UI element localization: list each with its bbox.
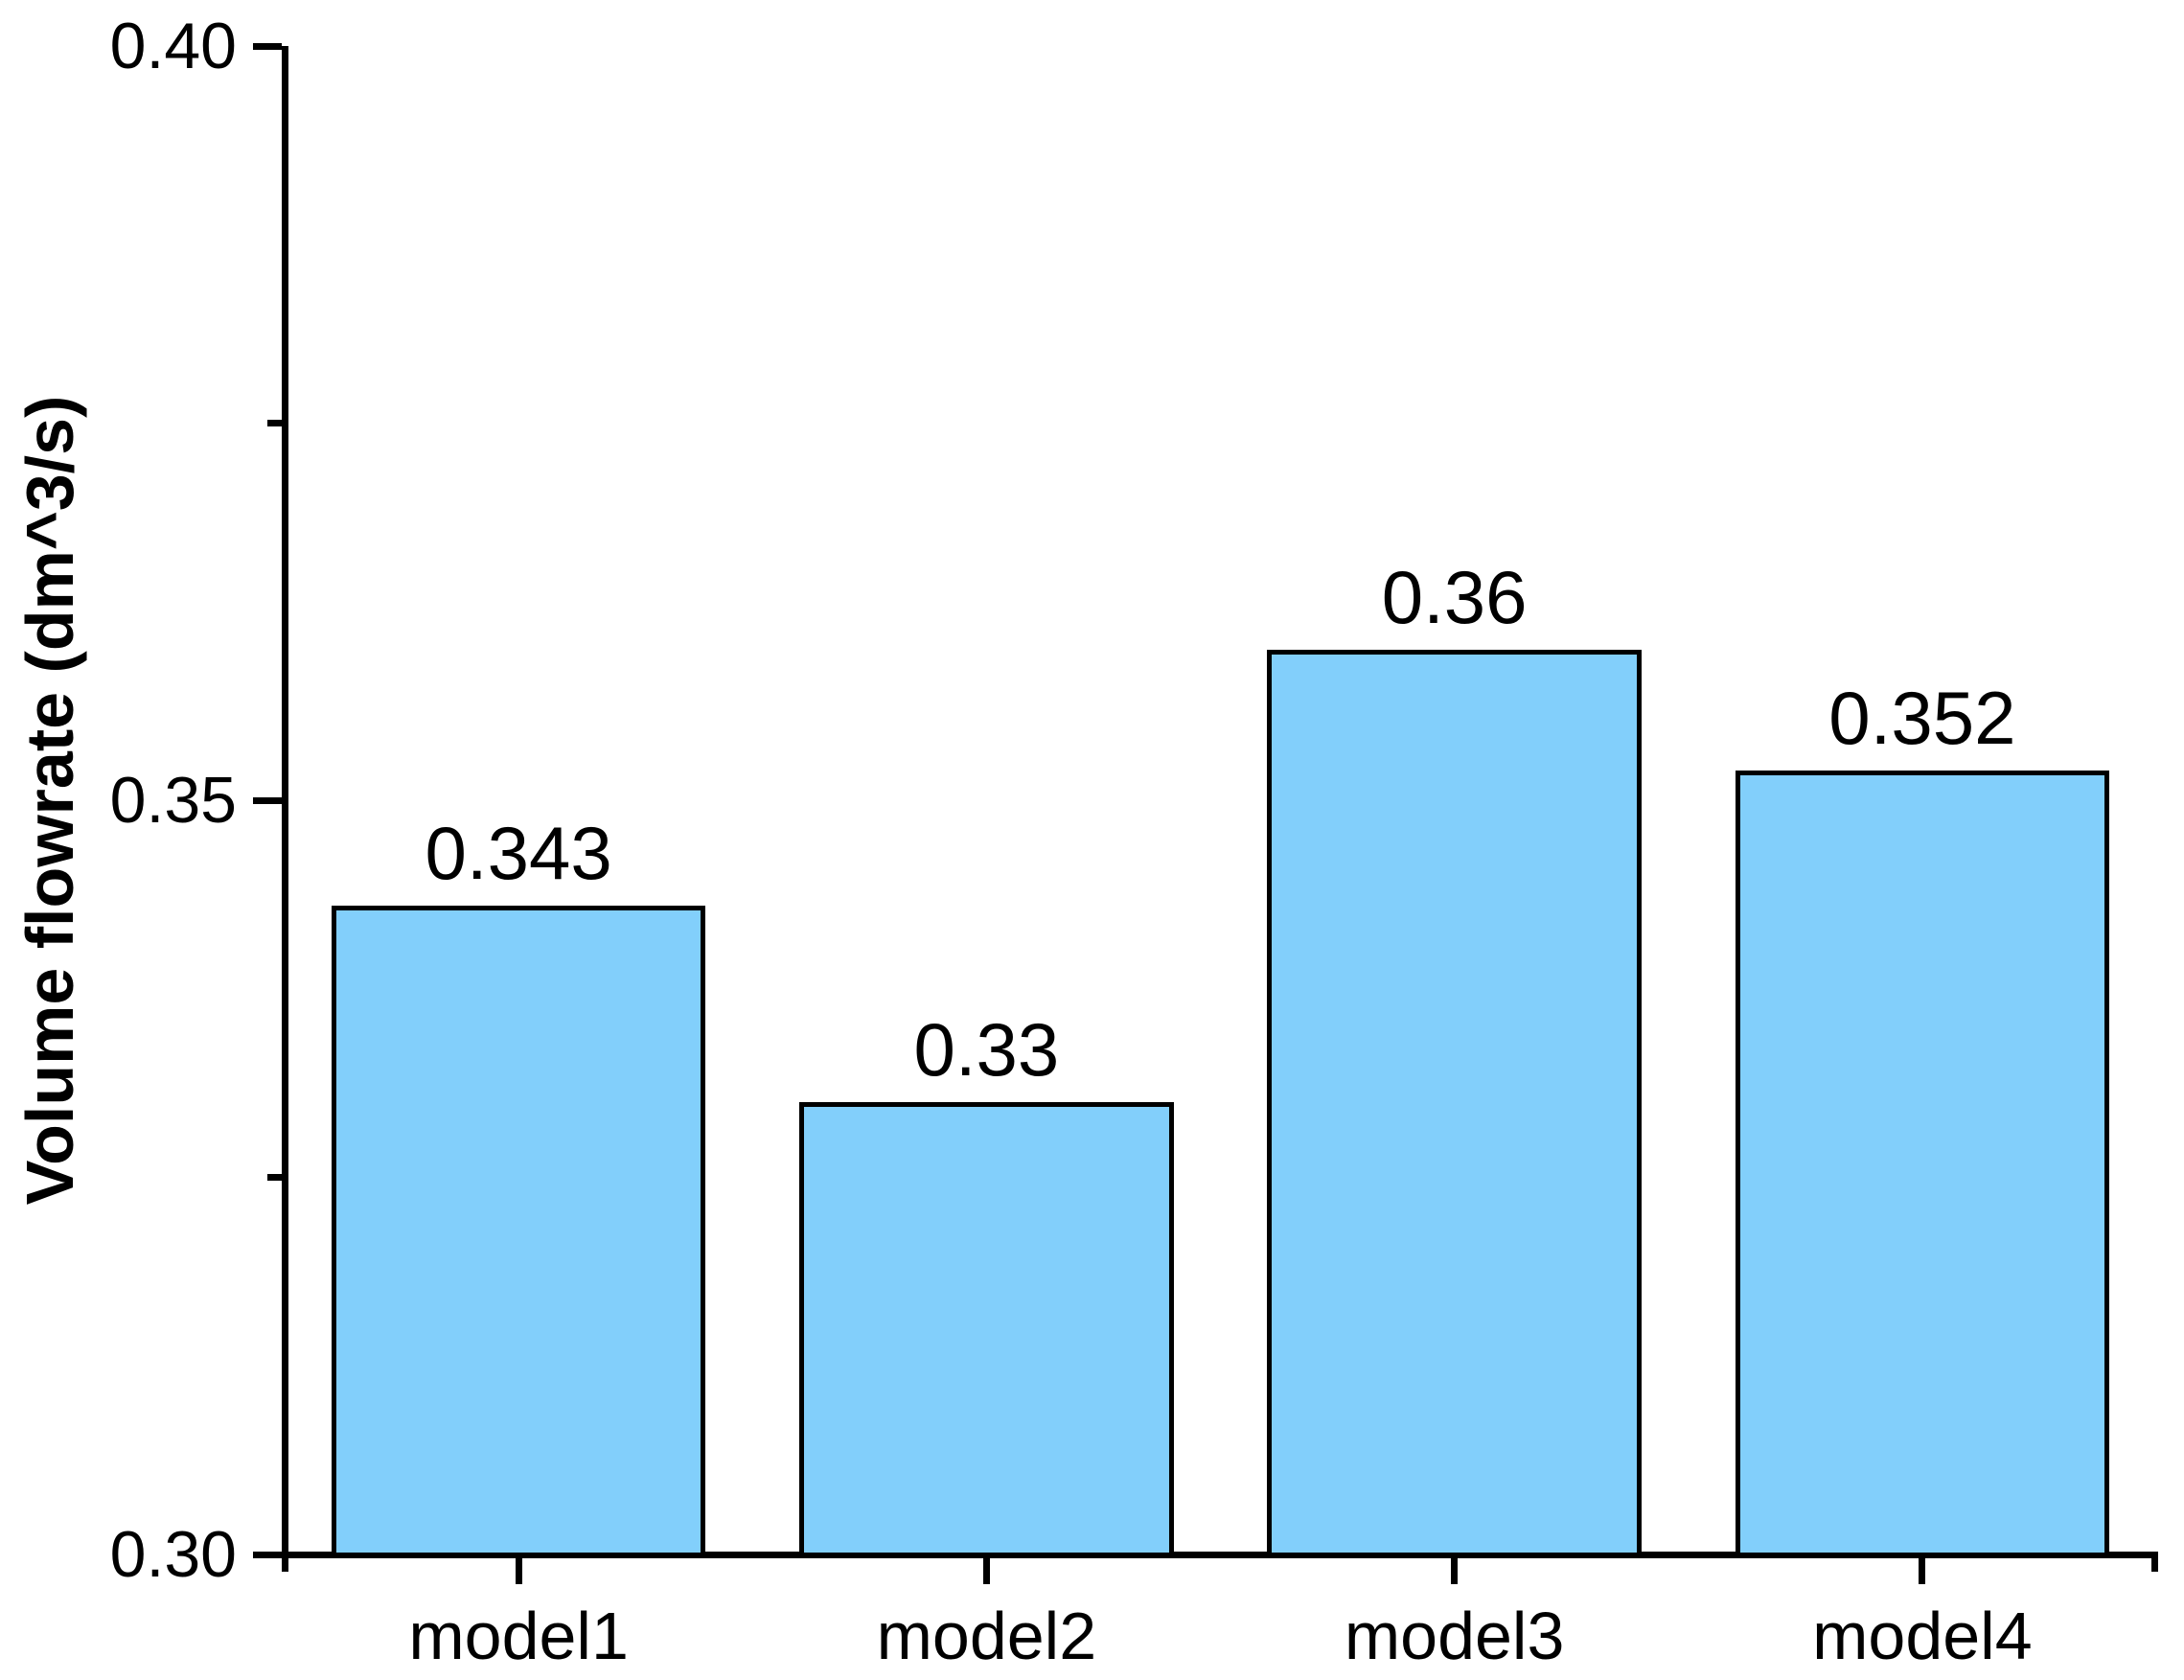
x-axis-line [282,1552,2158,1558]
bar-model4 [1735,770,2110,1557]
y-axis-title: Volume flowrate (dm^3/s) [12,395,87,1206]
x-major-tick-model3 [1451,1558,1459,1584]
x-axis-end-cap [2151,1552,2158,1572]
x-tick-label-model3: model3 [1344,1599,1565,1673]
x-tick-label-model2: model2 [876,1599,1097,1673]
x-major-tick-model1 [515,1558,522,1584]
bar-value-label-model1: 0.343 [425,811,612,896]
y-minor-tick [267,420,282,426]
bar-model2 [799,1101,1174,1557]
bar-value-label-model3: 0.36 [1381,554,1528,639]
x-major-tick-model2 [982,1558,990,1584]
bar-value-label-model2: 0.33 [913,1006,1060,1092]
bar-value-label-model4: 0.352 [1828,675,2016,760]
y-axis-line [282,46,288,1572]
y-major-tick [253,796,282,804]
y-major-tick [253,42,282,50]
x-tick-label-model4: model4 [1812,1599,2033,1673]
y-major-tick [253,1551,282,1558]
y-tick-label: 0.35 [109,764,237,837]
x-major-tick-model4 [1919,1558,1926,1584]
y-minor-tick [267,1174,282,1181]
y-tick-label: 0.40 [109,10,237,82]
bar-model1 [331,906,706,1557]
y-tick-label: 0.30 [109,1518,237,1591]
bar-model3 [1267,649,1642,1557]
x-tick-label-model1: model1 [408,1599,629,1673]
